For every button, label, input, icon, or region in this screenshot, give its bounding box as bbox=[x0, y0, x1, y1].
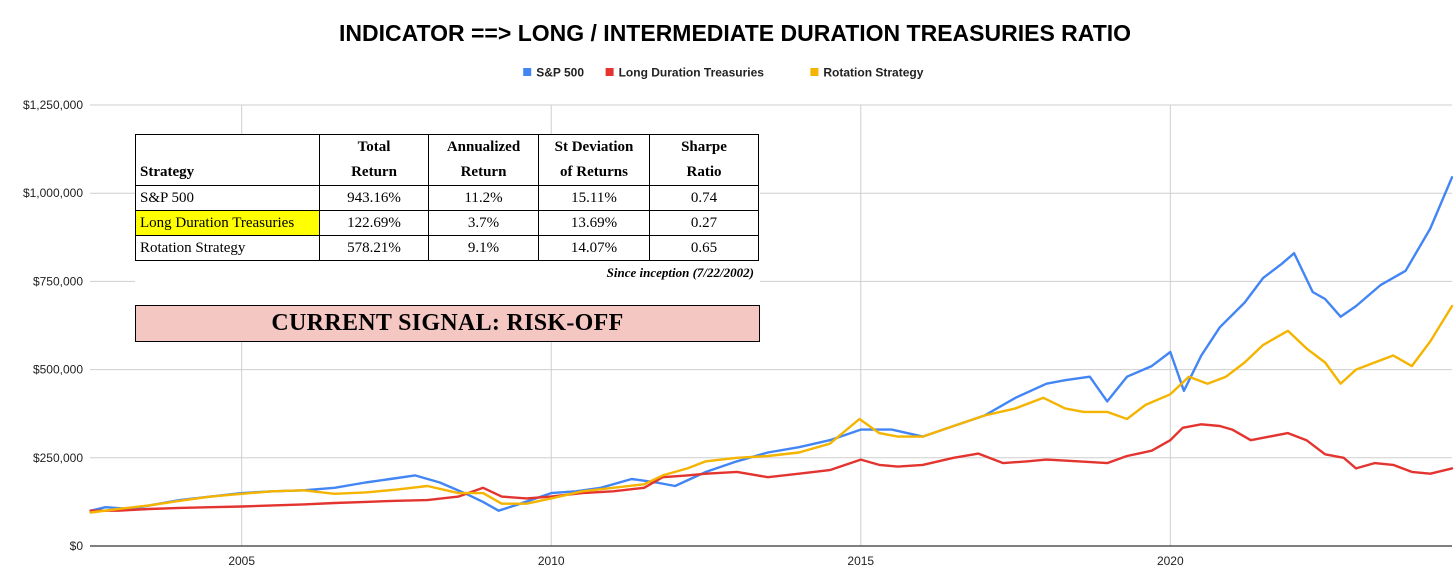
table-header-row: Strategy Total Return Annualized Return St… bbox=[135, 134, 759, 186]
y-tick-label: $0 bbox=[70, 539, 84, 553]
header-line: St Deviation bbox=[554, 139, 634, 155]
cell-sharpe: 0.74 bbox=[649, 185, 759, 211]
y-tick-label: $1,250,000 bbox=[23, 98, 83, 112]
cell-total-return: 578.21% bbox=[319, 235, 429, 261]
series-line-rotation-strategy bbox=[89, 304, 1454, 514]
cell-annualized-return: 3.7% bbox=[428, 210, 539, 236]
cell-annualized-return: 11.2% bbox=[428, 185, 539, 211]
header-line: Annualized bbox=[446, 139, 521, 155]
header-annualized-return: Annualized Return bbox=[428, 134, 539, 186]
header-line: Strategy bbox=[140, 164, 195, 180]
x-tick-label: 2005 bbox=[228, 554, 255, 568]
header-line: of Returns bbox=[560, 164, 628, 180]
legend-label: S&P 500 bbox=[536, 66, 584, 80]
series-lines bbox=[89, 176, 1454, 514]
legend-swatch bbox=[810, 68, 819, 76]
cell-total-return: 122.69% bbox=[319, 210, 429, 236]
stats-panel: Strategy Total Return Annualized Return St… bbox=[135, 134, 760, 342]
header-sharpe-ratio: Sharpe Ratio bbox=[649, 134, 759, 186]
cell-st-deviation: 13.69% bbox=[538, 210, 650, 236]
legend-label: Rotation Strategy bbox=[823, 66, 923, 80]
cell-strategy-highlighted: Long Duration Treasuries bbox=[135, 210, 320, 236]
y-tick-label: $1,000,000 bbox=[23, 186, 83, 200]
legend-swatch bbox=[523, 68, 532, 76]
header-line: Ratio bbox=[686, 164, 722, 180]
inception-note: Since inception (7/22/2002) bbox=[606, 265, 754, 280]
cell-sharpe: 0.27 bbox=[649, 210, 759, 236]
y-tick-label: $750,000 bbox=[33, 274, 83, 288]
series-line-long-duration-treasuries bbox=[89, 423, 1454, 512]
header-line: Sharpe bbox=[681, 139, 727, 155]
header-line: Total bbox=[357, 139, 391, 155]
x-tick-label: 2020 bbox=[1157, 554, 1184, 568]
header-line: Return bbox=[351, 164, 397, 180]
header-strategy: Strategy bbox=[135, 134, 320, 186]
cell-strategy: Rotation Strategy bbox=[135, 235, 320, 261]
header-st-deviation: St Deviation of Returns bbox=[538, 134, 650, 186]
current-signal-banner: CURRENT SIGNAL: RISK-OFF bbox=[135, 305, 760, 342]
header-line: Return bbox=[460, 164, 507, 180]
x-tick-label: 2015 bbox=[847, 554, 874, 568]
legend-swatch bbox=[605, 68, 614, 76]
cell-st-deviation: 15.11% bbox=[538, 185, 650, 211]
x-tick-label: 2010 bbox=[538, 554, 565, 568]
cell-annualized-return: 9.1% bbox=[428, 235, 539, 261]
cell-total-return: 943.16% bbox=[319, 185, 429, 211]
cell-strategy: S&P 500 bbox=[135, 185, 320, 211]
y-tick-label: $500,000 bbox=[33, 363, 83, 377]
stats-table: Strategy Total Return Annualized Return St… bbox=[135, 134, 759, 261]
cell-st-deviation: 14.07% bbox=[538, 235, 650, 261]
legend: S&P 500 Long Duration Treasuries Rotation … bbox=[523, 66, 924, 80]
y-tick-label: $250,000 bbox=[33, 451, 83, 465]
chart-title: INDICATOR ==> LONG / INTERMEDIATE DURATI… bbox=[339, 20, 1131, 46]
table-row: Rotation Strategy 578.21% 9.1% 14.07% 0.… bbox=[135, 235, 759, 261]
table-row: S&P 500 943.16% 11.2% 15.11% 0.74 bbox=[135, 185, 759, 211]
table-row: Long Duration Treasuries 122.69% 3.7% 13… bbox=[135, 210, 759, 236]
series-line-s-p-500 bbox=[89, 176, 1454, 512]
axes: $0 $250,000 $500,000 $750,000 $1,000,000 $1,2… bbox=[23, 98, 1452, 568]
cell-sharpe: 0.65 bbox=[649, 235, 759, 261]
legend-label: Long Duration Treasuries bbox=[619, 66, 765, 80]
header-total-return: Total Return bbox=[319, 134, 429, 186]
